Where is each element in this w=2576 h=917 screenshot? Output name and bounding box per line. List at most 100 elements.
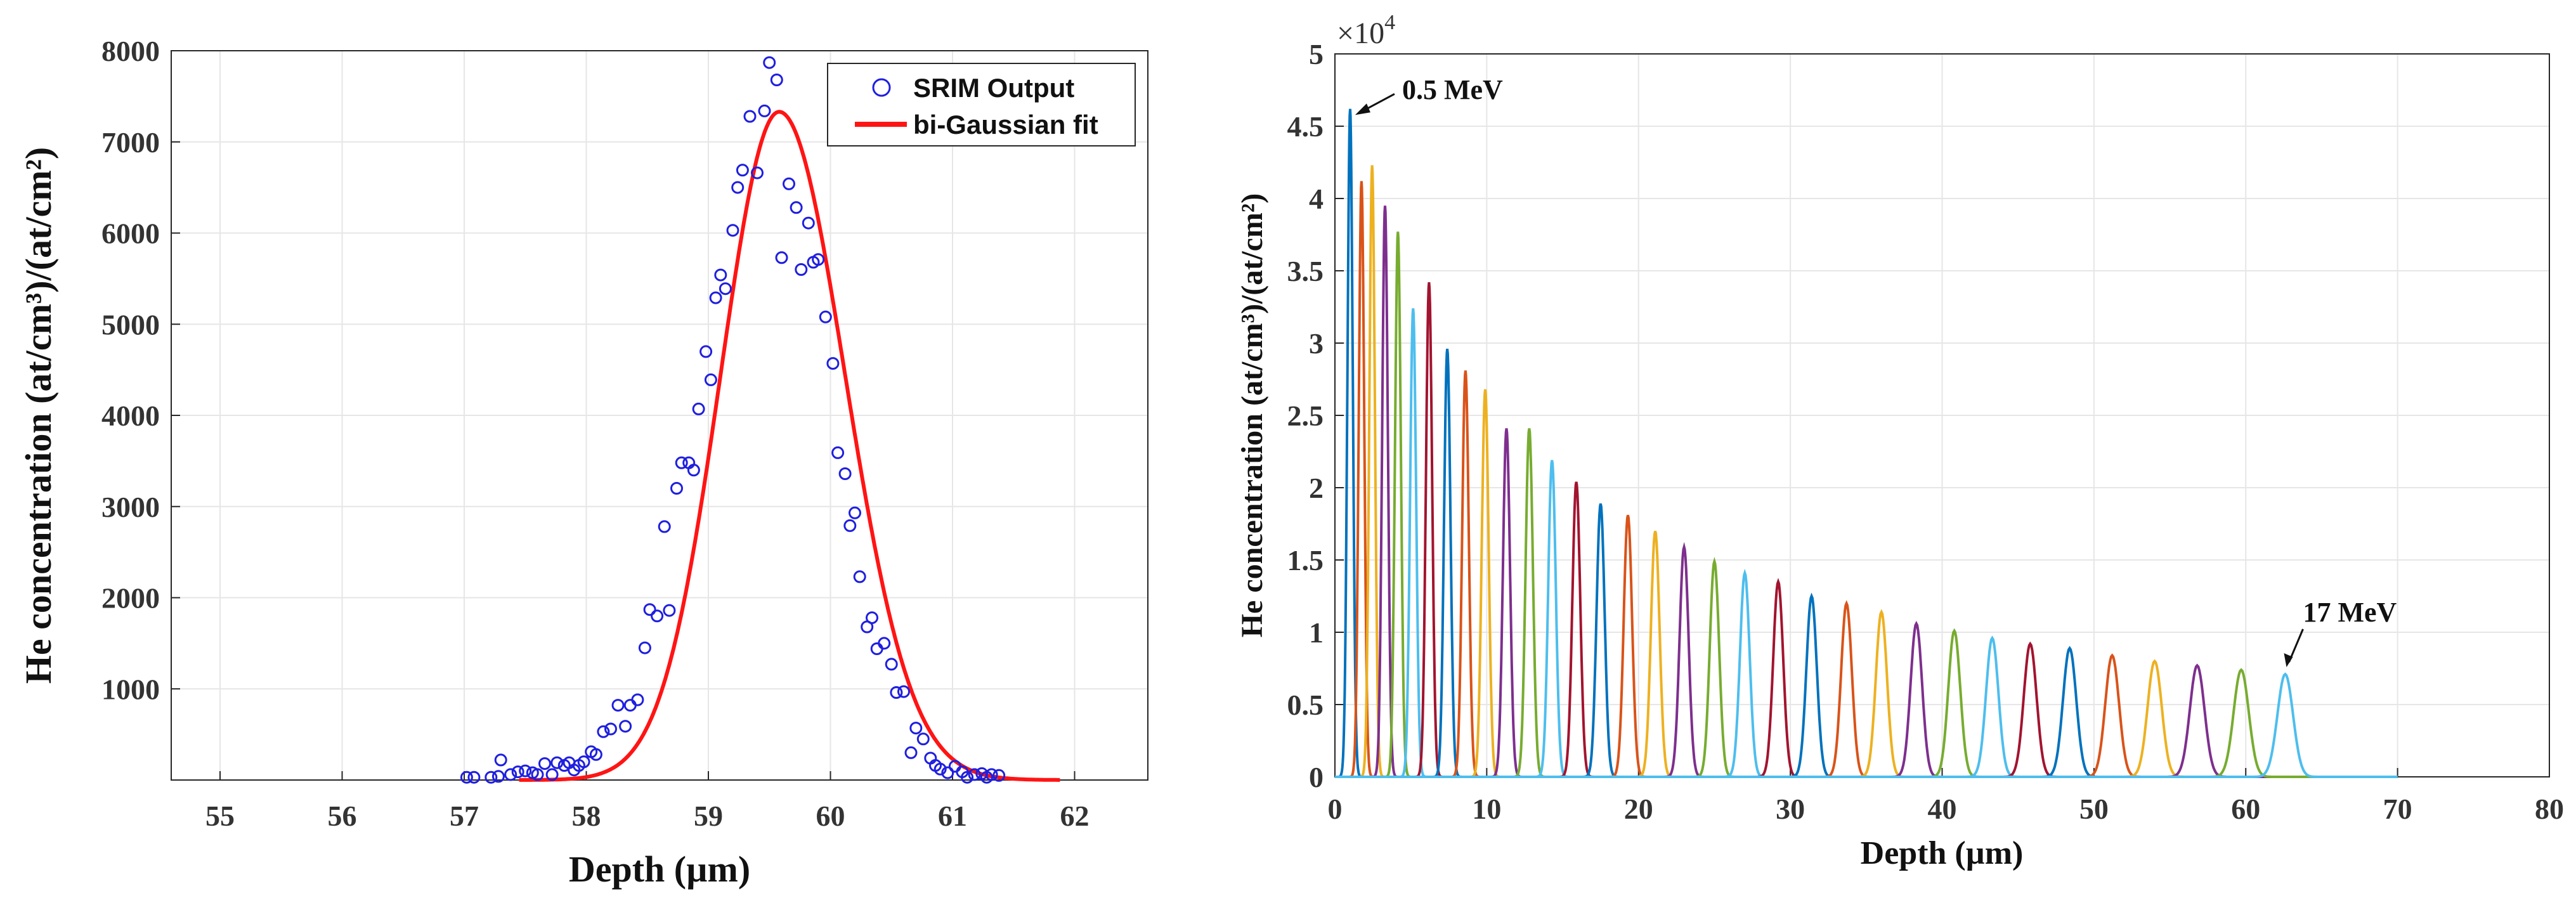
srim-data-point	[751, 166, 764, 179]
left-x-tick-label: 62	[1060, 800, 1090, 832]
srim-data-point	[826, 357, 840, 370]
srim-data-point	[838, 467, 852, 480]
right-y-tick-label: 4.5	[1287, 110, 1324, 143]
srim-data-point	[604, 722, 617, 736]
left-x-tick-label: 59	[694, 800, 723, 832]
srim-data-point	[467, 771, 481, 784]
srim-data-point	[802, 216, 815, 230]
right-y-tick-label: 2.5	[1287, 400, 1324, 432]
srim-data-point	[904, 746, 918, 759]
srim-data-point	[783, 177, 795, 190]
srim-data-point	[460, 771, 473, 784]
srim-data-point	[731, 181, 745, 194]
legend-label-srim-output: SRIM Output	[913, 73, 1074, 103]
left-x-axis-label: Depth (µm)	[569, 849, 750, 890]
right-x-tick-label: 60	[2231, 793, 2260, 825]
srim-data-point	[775, 251, 788, 264]
bi-gaussian-fit-line	[519, 110, 1060, 782]
srim-data-point	[704, 373, 717, 386]
srim-data-point	[577, 755, 590, 769]
srim-data-point	[831, 446, 845, 459]
srim-data-point	[726, 224, 739, 237]
right-y-tick-label: 5	[1309, 38, 1324, 70]
right-x-tick-label: 70	[2383, 793, 2412, 825]
srim-data-point	[589, 748, 602, 761]
srim-data-point	[491, 770, 505, 783]
legend-label-bi-gaussian-fit: bi-Gaussian fit	[913, 110, 1098, 140]
srim-data-point	[795, 263, 808, 276]
srim-data-point	[638, 641, 651, 654]
srim-data-point	[890, 686, 903, 699]
srim-data-point	[897, 685, 910, 698]
right-y-tick-label: 0.5	[1287, 689, 1324, 721]
srim-data-point	[538, 757, 551, 771]
srim-data-point	[663, 604, 676, 617]
srim-data-point	[916, 732, 930, 746]
srim-data-point	[504, 768, 517, 781]
left-y-tick-label: 3000	[101, 491, 160, 523]
srim-data-point	[763, 56, 776, 69]
srim-data-point	[866, 611, 878, 625]
left-x-tick-label: 57	[450, 800, 479, 832]
left-chart: 55 56 57 58 59 60 61 62 1000 2000 3000 4000 5000 6000…	[18, 35, 1148, 890]
srim-data-point	[519, 764, 532, 777]
legend-marker-srim-output	[872, 78, 891, 97]
left-y-tick-label: 8000	[101, 35, 160, 67]
left-y-tick-label: 1000	[101, 673, 160, 705]
srim-data-point	[878, 637, 891, 650]
srim-data-point	[853, 570, 866, 583]
left-x-tick-label: 58	[572, 800, 601, 832]
right-x-tick-label: 50	[2079, 793, 2109, 825]
right-x-tick-label: 80	[2535, 793, 2564, 825]
right-x-tick-label: 30	[1776, 793, 1805, 825]
right-curves-layer	[1335, 108, 2398, 778]
right-y-tick-label: 3.5	[1287, 255, 1324, 287]
srim-data-point	[770, 74, 783, 86]
srim-data-point	[597, 725, 610, 738]
right-x-tick-label: 40	[1928, 793, 1957, 825]
srim-data-point	[643, 603, 656, 616]
srim-data-point	[651, 609, 664, 623]
right-y-tick-label: 0	[1309, 761, 1324, 793]
srim-data-point	[719, 282, 732, 296]
srim-data-point	[611, 699, 625, 712]
srim-data-point	[714, 268, 727, 282]
annotation-arrowhead-low-energy	[1355, 103, 1370, 115]
srim-data-point	[790, 201, 803, 214]
srim-data-point	[992, 769, 1006, 782]
right-y-multiplier: ×104	[1337, 11, 1395, 50]
left-legend-box	[827, 63, 1136, 146]
srim-data-point	[670, 482, 683, 495]
right-y-tick-label: 2	[1309, 472, 1324, 504]
srim-data-point	[968, 768, 981, 781]
srim-data-point	[494, 753, 507, 767]
srim-data-point	[550, 756, 564, 769]
right-y-tick-label: 4	[1309, 183, 1324, 215]
srim-data-point	[736, 164, 749, 177]
helium-profile-series	[1335, 672, 2398, 778]
right-annotations-layer: 0.5 MeV 17 MeV	[1355, 74, 2397, 667]
srim-data-point	[692, 402, 705, 415]
srim-data-point	[961, 771, 974, 784]
srim-data-point	[941, 766, 954, 779]
left-grid	[171, 50, 1148, 780]
left-y-axis-label: He concentration (at/cm³)/(at/cm²)	[18, 147, 59, 684]
left-points-layer	[460, 56, 1006, 784]
right-y-tick-label: 3	[1309, 327, 1324, 360]
srim-data-point	[687, 464, 700, 477]
annotation-high-energy: 17 MeV	[2303, 597, 2397, 628]
left-y-tick-label: 5000	[101, 308, 160, 341]
right-x-tick-label: 10	[1472, 793, 1501, 825]
left-x-tick-label: 60	[816, 800, 845, 832]
annotation-arrowhead-high-energy	[2284, 653, 2293, 667]
annotation-low-energy: 0.5 MeV	[1402, 74, 1503, 105]
srim-data-point	[819, 310, 832, 323]
srim-data-point	[758, 104, 771, 117]
srim-data-point	[658, 520, 671, 533]
srim-data-point	[709, 291, 722, 304]
srim-data-point	[985, 768, 998, 781]
srim-data-point	[699, 345, 713, 358]
right-x-tick-label: 0	[1328, 793, 1343, 825]
left-y-tick-label: 6000	[101, 218, 160, 250]
